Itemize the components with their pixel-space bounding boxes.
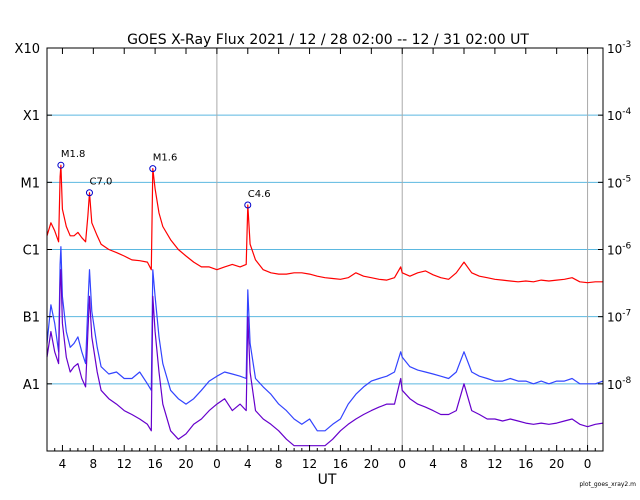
flare-label: C7.0 xyxy=(89,177,112,188)
flare-label: M1.8 xyxy=(61,149,86,160)
x-tick-label: 4 xyxy=(59,457,67,471)
x-tick-label: 12 xyxy=(117,457,132,471)
tick-layer: 4 8 12 16 20 0 4 8 12 16 20 0 4 8 12 16 20 0 X10 X1 M1 C1 B1 A1… xyxy=(15,40,632,471)
chart-title: GOES X-Ray Flux 2021 / 12 / 28 02:00 -- … xyxy=(127,32,529,48)
x-tick-label: 8 xyxy=(90,457,98,471)
y-right-tick-label: 10-5 xyxy=(607,174,631,190)
flux-series-line xyxy=(46,246,604,432)
flare-label: C4.6 xyxy=(248,189,271,200)
y-right-tick-label: 10-8 xyxy=(607,376,632,392)
series-layer xyxy=(46,164,604,447)
footnote-label: plot_goes_xray2.m xyxy=(579,481,636,488)
y-right-tick-label: 10-6 xyxy=(607,242,632,258)
y-left-tick-label: A1 xyxy=(23,378,40,393)
flare-marker xyxy=(149,165,157,173)
x-tick-label: 0 xyxy=(398,457,406,471)
y-right-tick-label: 10-3 xyxy=(607,40,631,56)
grid-layer xyxy=(47,48,603,451)
x-tick-label: 4 xyxy=(244,457,252,471)
x-tick-label: 12 xyxy=(302,457,317,471)
flare-marker xyxy=(244,201,252,209)
x-tick-label: 12 xyxy=(487,457,502,471)
y-right-tick-label: 10-4 xyxy=(607,107,632,123)
x-tick-label: 20 xyxy=(178,457,193,471)
x-tick-label: 8 xyxy=(460,457,468,471)
x-tick-label: 8 xyxy=(275,457,283,471)
annotation-layer: M1.8 C7.0 M1.6 C4.6 xyxy=(57,149,271,209)
flare-marker xyxy=(85,189,93,197)
flare-marker xyxy=(57,161,65,169)
y-left-tick-label: X10 xyxy=(15,42,40,57)
y-right-tick-label: 10-7 xyxy=(607,309,631,325)
x-axis-label: UT xyxy=(318,472,337,488)
y-left-tick-label: M1 xyxy=(21,176,41,191)
flux-series-line xyxy=(46,164,603,284)
x-tick-label: 0 xyxy=(584,457,592,471)
flux-series-line xyxy=(46,269,604,447)
x-tick-label: 16 xyxy=(333,457,348,471)
x-tick-label: 20 xyxy=(549,457,564,471)
x-tick-label: 0 xyxy=(213,457,221,471)
y-left-tick-label: X1 xyxy=(23,109,40,124)
x-tick-label: 16 xyxy=(147,457,162,471)
x-tick-label: 16 xyxy=(518,457,533,471)
x-tick-label: 4 xyxy=(429,457,437,471)
flare-label: M1.6 xyxy=(153,153,178,164)
x-tick-label: 20 xyxy=(364,457,379,471)
y-left-tick-label: B1 xyxy=(23,311,40,326)
y-left-tick-label: C1 xyxy=(23,244,40,259)
